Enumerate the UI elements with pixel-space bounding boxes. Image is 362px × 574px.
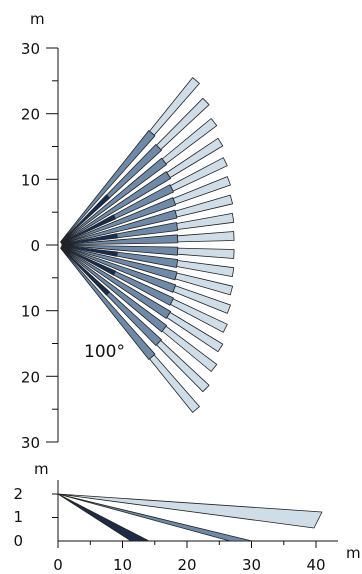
beam-near-zone bbox=[60, 247, 111, 296]
side-view-beams bbox=[57, 493, 323, 542]
beam-far-zone bbox=[176, 212, 235, 230]
top-view-minor-ticks bbox=[52, 80, 58, 410]
top-view: m 30 20 10 0 10 20 30 bbox=[21, 10, 235, 452]
side-view-x-tick-label: 0 bbox=[53, 556, 63, 574]
detection-beam bbox=[61, 246, 228, 333]
detection-beam bbox=[60, 247, 200, 413]
side-view-x-tick-label: 30 bbox=[242, 556, 261, 574]
detection-beam bbox=[60, 118, 218, 244]
detection-beam bbox=[60, 97, 210, 243]
side-view-x-ticks bbox=[57, 541, 317, 548]
top-view-tick-label: 30 bbox=[21, 434, 40, 452]
top-view-tick-label: 10 bbox=[21, 303, 40, 321]
beam-far-zone bbox=[177, 231, 235, 243]
beam-near-zone bbox=[61, 246, 117, 276]
side-view-y-tick-label: 2 bbox=[13, 485, 23, 503]
detection-beam bbox=[61, 194, 234, 245]
top-view-unit-label: m bbox=[30, 10, 45, 28]
top-view-tick-label: 30 bbox=[21, 40, 40, 58]
top-view-major-ticks bbox=[46, 47, 58, 443]
beam-far-zone bbox=[177, 247, 235, 259]
side-view-y-unit-label: m bbox=[34, 460, 49, 478]
side-view-x-tick-label: 20 bbox=[177, 556, 196, 574]
side-view-x-unit-label: m bbox=[346, 544, 361, 562]
side-beam-far bbox=[57, 493, 323, 529]
side-view: m 2 1 0 0 10 20 30 40 bbox=[13, 460, 360, 574]
beam-far-zone bbox=[176, 260, 235, 278]
detection-beam bbox=[60, 247, 210, 393]
beam-near-zone bbox=[61, 214, 117, 244]
beam-near-zone bbox=[60, 194, 111, 243]
side-view-y-ticks bbox=[52, 493, 58, 518]
side-view-y-tick-label: 1 bbox=[13, 508, 23, 526]
detection-beam bbox=[61, 176, 231, 245]
detection-beam bbox=[61, 245, 234, 296]
side-view-x-tick-labels: 0 10 20 30 40 bbox=[53, 556, 325, 574]
coverage-angle-label: 100° bbox=[84, 342, 125, 362]
beam-mid-zone bbox=[60, 247, 156, 360]
side-view-x-tick-label: 10 bbox=[113, 556, 132, 574]
side-view-y-tick-label: 0 bbox=[13, 532, 23, 550]
top-view-tick-label: 20 bbox=[21, 368, 40, 386]
side-view-x-tick-label: 40 bbox=[306, 556, 325, 574]
top-view-tick-labels: 30 20 10 0 10 20 30 bbox=[21, 40, 40, 452]
beam-near-zone bbox=[61, 245, 118, 257]
detection-beam bbox=[60, 137, 224, 244]
top-view-tick-label: 10 bbox=[21, 171, 40, 189]
detection-fan bbox=[60, 77, 235, 413]
side-beam-mid bbox=[57, 493, 253, 542]
detection-beam bbox=[61, 245, 235, 278]
detection-beam bbox=[61, 244, 235, 259]
detection-beam bbox=[60, 246, 224, 353]
top-view-tick-label: 20 bbox=[21, 106, 40, 124]
side-view-y-tick-labels: 2 1 0 bbox=[13, 485, 23, 550]
side-beam-near bbox=[57, 493, 150, 542]
top-view-tick-label: 0 bbox=[30, 237, 40, 255]
beam-near-zone bbox=[61, 233, 118, 245]
